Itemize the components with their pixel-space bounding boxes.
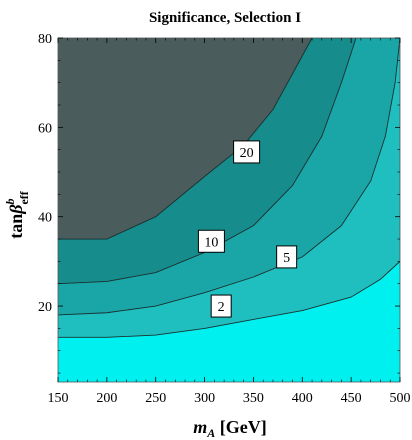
y-title-sup: b — [3, 199, 17, 205]
x-tick-label: 400 — [292, 391, 313, 406]
contour-label-2: 2 — [218, 300, 225, 315]
y-title-sub: eff — [17, 190, 31, 204]
x-title-m: m — [193, 417, 207, 437]
x-axis-title: mA [GeV] — [193, 417, 267, 440]
contour-line-10 — [57, 37, 357, 285]
axes: 150 200 250 300 350 400 450 500 20 40 60 80 — [38, 32, 411, 406]
y-title-beta: β — [6, 204, 26, 215]
x-tick-label: 200 — [96, 391, 117, 406]
y-title-tan: tan — [6, 214, 26, 239]
plot-frame — [57, 37, 401, 383]
plot-area — [57, 37, 401, 382]
contour-label-box-20 — [233, 140, 261, 164]
x-tick-label: 450 — [341, 391, 362, 406]
contour-line-20 — [58, 37, 313, 240]
chart-title: Significance, Selection I — [149, 10, 301, 26]
contour-label-box-10 — [197, 229, 225, 253]
x-tick-label: 250 — [145, 391, 166, 406]
contour-line-5 — [57, 37, 401, 316]
contour-labels: 20 10 5 2 — [197, 140, 298, 318]
contour-label-20: 20 — [240, 146, 254, 161]
y-tick-label: 60 — [38, 121, 52, 136]
y-axis-title: tanβbeff — [3, 190, 31, 239]
x-title-unit: [GeV] — [215, 417, 266, 437]
contour-label-10: 10 — [204, 235, 218, 250]
y-tick-label: 80 — [38, 32, 52, 47]
x-tick-label: 350 — [243, 391, 264, 406]
contour-label-5: 5 — [283, 251, 290, 266]
x-title-sub: A — [206, 426, 215, 440]
contour-line-2 — [58, 261, 401, 338]
y-tick-label: 40 — [38, 211, 52, 226]
contour-label-box-5 — [276, 245, 298, 269]
region-level-20 — [58, 38, 313, 240]
x-tick-label: 500 — [390, 391, 411, 406]
contour-label-box-2 — [210, 294, 232, 318]
y-tick-label: 20 — [38, 300, 52, 315]
x-tick-label: 300 — [194, 391, 215, 406]
x-tick-label: 150 — [48, 391, 69, 406]
